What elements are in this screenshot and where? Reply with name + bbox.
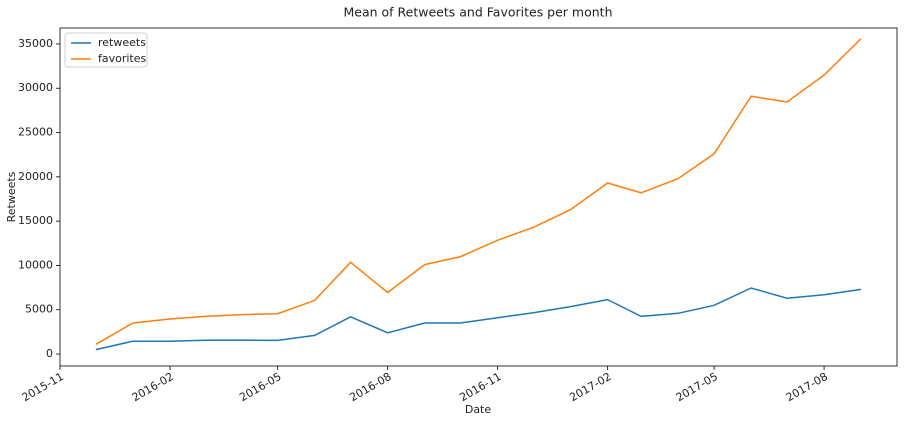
chart-title: Mean of Retweets and Favorites per month (344, 5, 613, 20)
x-tick-label: 2015-11 (20, 370, 66, 404)
y-tick-label: 10000 (18, 258, 53, 271)
x-tick-label: 2016-05 (237, 370, 283, 404)
y-tick-label: 30000 (18, 81, 53, 94)
y-tick-label: 20000 (18, 170, 53, 183)
line-series (95, 287, 862, 351)
y-tick-label: 25000 (18, 126, 53, 139)
x-tick-label: 2017-02 (567, 370, 613, 404)
x-tick-label: 2017-05 (674, 370, 720, 404)
x-tick-label: 2017-08 (784, 370, 830, 404)
y-tick-label: 0 (46, 347, 53, 360)
y-axis-label: Retweets (5, 171, 18, 222)
x-tick-label: 2016-08 (347, 370, 393, 404)
y-tick-label: 5000 (25, 303, 53, 316)
y-tick-label: 15000 (18, 214, 53, 227)
legend-label: favorites (98, 52, 147, 65)
legend-label: retweets (98, 36, 146, 49)
x-tick-label: 2016-11 (457, 370, 503, 404)
x-tick-label: 2016-02 (130, 370, 176, 404)
line-series (95, 38, 862, 345)
axes-frame (59, 27, 898, 367)
x-axis-label: Date (465, 403, 492, 416)
y-tick-label: 35000 (18, 37, 53, 50)
